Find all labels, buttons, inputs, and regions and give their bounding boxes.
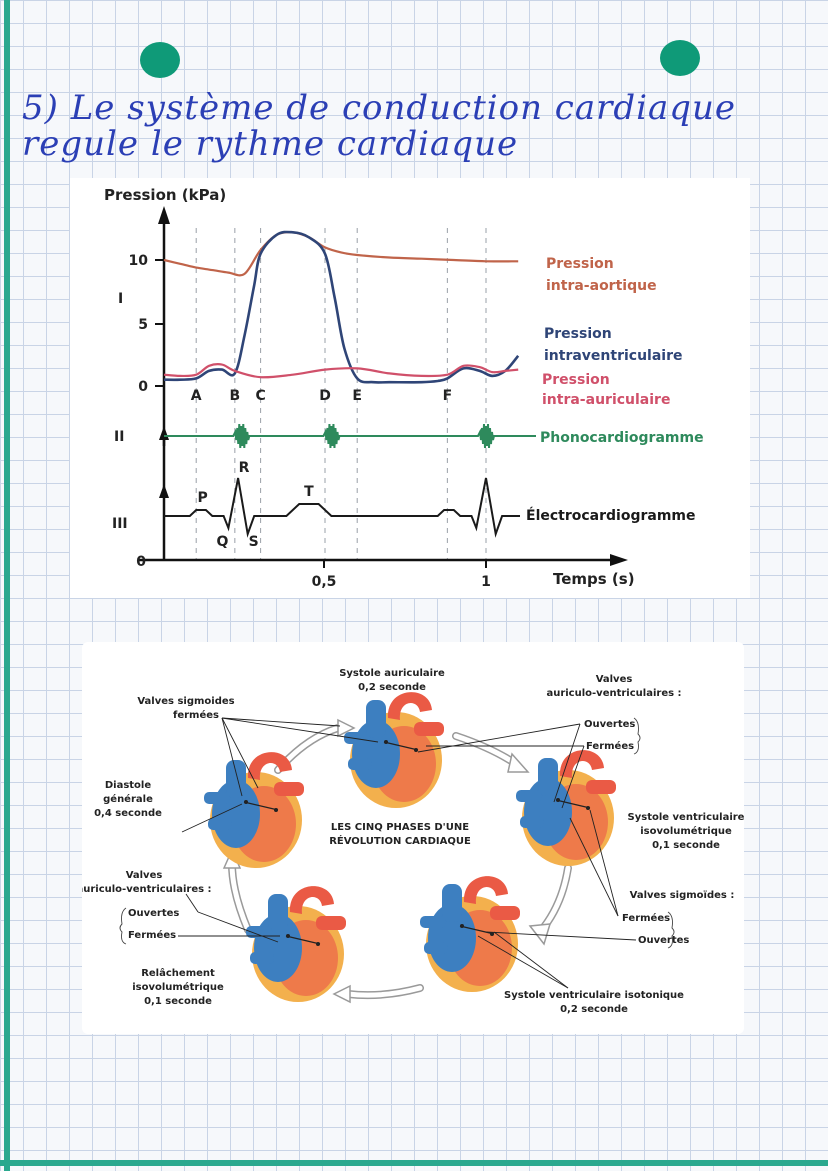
valves-av-left-ouvertes: Ouvertes (128, 908, 179, 919)
x-axis-label: Temps (s) (553, 570, 635, 588)
phase-isotonique-duration: 0,2 seconde (560, 1004, 628, 1015)
series-line-aortic (163, 231, 519, 277)
series-lines (163, 230, 520, 384)
phonocardiogram-trace (164, 423, 536, 449)
phase-diastole-name-2: générale (103, 793, 153, 805)
title-line-2: regule le rythme cardiaque (22, 124, 519, 164)
phono-label: Phonocardiogramme (540, 430, 704, 446)
cycle-center-title-line-2: RÉVOLUTION CARDIAQUE (329, 834, 471, 847)
phase-relachement-duration: 0,1 seconde (144, 996, 212, 1007)
arrowhead-icon (332, 984, 351, 1004)
y-axis-label: Pression (kPa) (104, 186, 226, 204)
ecg-wave-Q: Q (216, 534, 228, 550)
phase-diastole-name-1: Diastole (105, 780, 152, 791)
x-origin-label: 0 (136, 554, 146, 570)
cardiac-cycle-chart-panel: Pression (kPa) Temps (s) 10 5 0 0 0,5 1 … (70, 178, 750, 598)
annotation-lines (178, 717, 637, 989)
phase-marker-A: A (191, 388, 202, 404)
legend-ventricular-line-2: intraventriculaire (544, 348, 683, 364)
ecg-trace (164, 477, 520, 538)
ecg-wave-P: P (198, 490, 208, 506)
phono-axis-arrow-icon (159, 426, 169, 440)
chart-axes (138, 206, 628, 568)
valves-sigmoides-right-fermees: Fermées (622, 912, 670, 924)
heart-relachement-icon (245, 885, 347, 1003)
phase-systole-auriculaire-duration: 0,2 seconde (358, 682, 426, 693)
cardiac-cycle-diagram: LES CINQ PHASES D'UNE RÉVOLUTION CARDIAQ… (76, 668, 744, 1015)
cardiac-cycle-chart: Pression (kPa) Temps (s) 10 5 0 0 0,5 1 … (104, 186, 704, 590)
series-line-atrial (163, 363, 519, 379)
arrowhead-icon (528, 923, 552, 946)
y-tick-10: 10 (129, 253, 149, 269)
ecg-wave-T: T (304, 484, 314, 500)
ecg-axis-arrow-icon (159, 484, 169, 498)
heart-systole-isotonique-icon (419, 875, 521, 993)
valves-sigmoides-label-1: Valves sigmoides (137, 696, 234, 707)
arrowhead-icon (507, 752, 530, 773)
valves-av-right-label-2: auriculo-ventriculaires : (546, 688, 681, 699)
section-label-III: III (112, 516, 128, 532)
phase-relachement-name-1: Relâchement (141, 967, 215, 979)
phase-marker-D: D (319, 388, 331, 404)
margin-line (4, 0, 10, 1171)
phase-isovolumetrique-name-2: isovolumétrique (640, 825, 732, 837)
x-axis-arrow-icon (610, 554, 628, 566)
valves-sigmoides-right-title: Valves sigmoïdes : (630, 890, 735, 901)
heart-diastole-icon (203, 751, 305, 869)
valves-sigmoides-label-2: fermées (173, 709, 219, 721)
phase-relachement-name-2: isovolumétrique (132, 981, 224, 993)
phase-marker-C: C (255, 388, 265, 404)
x-tick-0-5: 0,5 (312, 574, 337, 590)
y-tick-0: 0 (138, 379, 148, 395)
cycle-center-title-line-1: LES CINQ PHASES D'UNE (331, 822, 469, 833)
binder-hole-right-icon (660, 40, 700, 76)
valves-av-left-label-1: Valves (126, 870, 163, 881)
phase-isovolumetrique-duration: 0,1 seconde (652, 840, 720, 851)
legend-aortic-line-1: Pression (546, 256, 614, 272)
series-line-ventricular (163, 230, 520, 384)
legend-atrial-line-2: intra-auriculaire (542, 392, 670, 408)
phase-systole-auriculaire-name: Systole auriculaire (339, 668, 445, 679)
valves-av-left-fermees: Fermées (128, 929, 176, 941)
ecg-wave-S: S (249, 534, 259, 550)
y-tick-5: 5 (138, 317, 148, 333)
phase-marker-F: F (443, 388, 453, 404)
valves-av-left-label-2: auriculo-ventriculaires : (82, 884, 212, 895)
phase-isovolumetrique-name-1: Systole ventriculaire (628, 812, 744, 823)
x-tick-1: 1 (481, 574, 491, 590)
heart-systole-isovolumetrique-icon (515, 749, 617, 867)
valves-av-right-label-1: Valves (596, 674, 633, 685)
phase-diastole-duration: 0,4 seconde (94, 808, 162, 819)
phase-isotonique-name: Systole ventriculaire isotonique (504, 990, 684, 1001)
binder-hole-left-icon (140, 42, 180, 78)
section-label-I: I (118, 291, 123, 307)
title-line-1: 5) Le système de conduction cardiaque (22, 88, 737, 128)
valves-av-right-ouvertes: Ouvertes (584, 719, 635, 730)
section-label-II: II (114, 429, 124, 445)
valves-av-right-fermees: Fermées (586, 740, 634, 752)
legend-ventricular-line-1: Pression (544, 326, 612, 342)
y-axis-arrow-icon (158, 206, 170, 224)
valves-sigmoides-right-ouvertes: Ouvertes (638, 935, 689, 946)
legend-atrial-line-1: Pression (542, 372, 610, 388)
cardiac-cycle-diagram-panel: LES CINQ PHASES D'UNE RÉVOLUTION CARDIAQ… (76, 642, 745, 1034)
phase-marker-E: E (352, 388, 362, 404)
ecg-wave-labels: P Q R S T (198, 460, 315, 550)
phase-marker-B: B (230, 388, 241, 404)
bottom-line (0, 1160, 828, 1166)
arrowhead-icon (337, 718, 356, 738)
ecg-label: Électrocardiogramme (526, 507, 696, 524)
legend-aortic-line-2: intra-aortique (546, 278, 657, 294)
ecg-wave-R: R (239, 460, 250, 476)
